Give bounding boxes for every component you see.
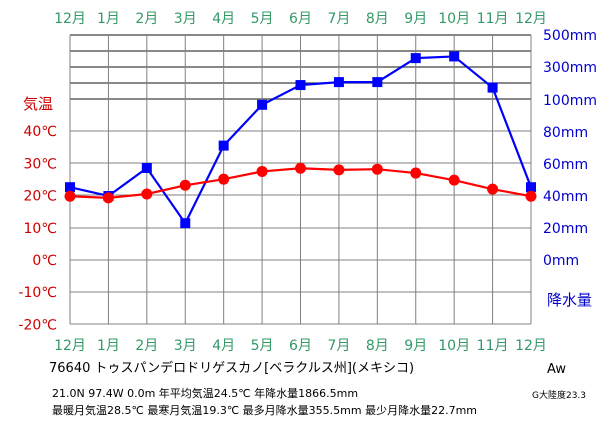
station-extremes: 最暖月気温28.5℃ 最寒月気温19.3℃ 最多月降水量355.5mm 最少月降… <box>52 404 478 417</box>
station-title: 76640 トゥスパンデロドリゲスカノ[ベラクルス州](メキシコ) <box>49 361 415 376</box>
month-label: 2月 <box>135 338 158 354</box>
month-label: 9月 <box>404 11 427 27</box>
precipitation-point <box>372 77 383 88</box>
continentality-index: G大陸度23.3 <box>532 391 587 401</box>
temperature-point <box>525 190 537 202</box>
precipitation-point <box>487 82 498 93</box>
month-label: 9月 <box>404 338 427 354</box>
precipitation-point <box>65 182 75 193</box>
month-label: 3月 <box>174 338 197 354</box>
month-label: 8月 <box>366 338 389 354</box>
month-label: 4月 <box>212 11 235 27</box>
precipitation-point <box>141 163 152 173</box>
temperature-point <box>218 173 230 185</box>
temperature-point <box>295 162 306 174</box>
temperature-point <box>102 192 114 204</box>
temperature-tick: 20℃ <box>23 189 57 205</box>
precipitation-point <box>449 51 460 62</box>
month-label: 5月 <box>251 338 274 354</box>
precipitation-point <box>257 99 268 110</box>
temperature-axis-label: 気温 <box>23 95 53 113</box>
month-label: 12月 <box>515 11 547 27</box>
precipitation-point <box>333 77 344 88</box>
month-label: 5月 <box>251 11 274 27</box>
temperature-point <box>179 179 191 191</box>
month-label: 1月 <box>97 338 120 354</box>
temperature-point <box>256 165 268 177</box>
temperature-point <box>410 167 422 179</box>
precipitation-tick: 500mm <box>543 28 597 44</box>
month-label: 12月 <box>54 11 86 27</box>
temperature-point <box>371 163 383 175</box>
precipitation-tick: 80mm <box>543 125 588 141</box>
precipitation-point <box>526 182 536 193</box>
month-label: 4月 <box>212 338 235 354</box>
temperature-point <box>448 174 460 186</box>
temperature-point <box>64 190 76 202</box>
month-label: 2月 <box>135 11 158 27</box>
temperature-series <box>64 162 537 204</box>
precipitation-axis: 500mm 300mm 100mm 80mm 60mm 40mm 20mm 0mm <box>543 28 597 269</box>
temperature-point <box>141 188 153 200</box>
month-label: 3月 <box>174 11 197 27</box>
precipitation-point <box>295 80 306 91</box>
month-label: 12月 <box>515 338 547 354</box>
precipitation-tick: 0mm <box>543 253 579 269</box>
month-label: 1月 <box>97 11 120 27</box>
temperature-tick: 10℃ <box>23 221 57 237</box>
precipitation-point <box>180 218 191 229</box>
temperature-tick: 30℃ <box>23 156 57 172</box>
month-label: 8月 <box>366 11 389 27</box>
month-label: 7月 <box>327 338 350 354</box>
month-label: 11月 <box>477 338 509 354</box>
month-label: 6月 <box>289 338 312 354</box>
month-label: 12月 <box>54 338 86 354</box>
month-label: 10月 <box>438 338 470 354</box>
precipitation-axis-label: 降水量 <box>547 291 592 309</box>
precipitation-tick: 40mm <box>543 189 588 205</box>
precipitation-tick: 300mm <box>543 60 597 76</box>
temperature-point <box>487 183 499 195</box>
precipitation-tick: 20mm <box>543 221 588 237</box>
precipitation-tick: 100mm <box>543 93 597 109</box>
month-label: 10月 <box>438 11 470 27</box>
precipitation-point <box>218 140 229 151</box>
month-label: 11月 <box>477 11 509 27</box>
temperature-point <box>333 164 345 176</box>
precipitation-tick: 60mm <box>543 157 588 173</box>
month-labels-bottom: 12月 1月 2月 3月 4月 5月 6月 7月 8月 9月 10月 11月 12月 <box>54 338 547 354</box>
temperature-axis: 40℃ 30℃ 20℃ 10℃ 0℃ -10℃ -20℃ <box>18 124 57 333</box>
month-label: 7月 <box>327 11 350 27</box>
grid <box>69 34 532 325</box>
climate-code: Aw <box>547 362 566 377</box>
temperature-tick: -10℃ <box>18 285 57 301</box>
temperature-tick: -20℃ <box>18 317 57 333</box>
temperature-tick: 0℃ <box>32 253 57 269</box>
temperature-tick: 40℃ <box>23 124 57 140</box>
month-labels-top: 12月 1月 2月 3月 4月 5月 6月 7月 8月 9月 10月 11月 12月 <box>54 11 547 27</box>
precipitation-point <box>410 53 421 64</box>
month-label: 6月 <box>289 11 312 27</box>
station-summary: 21.0N 97.4W 0.0m 年平均気温24.5℃ 年降水量1866.5mm <box>52 387 359 400</box>
